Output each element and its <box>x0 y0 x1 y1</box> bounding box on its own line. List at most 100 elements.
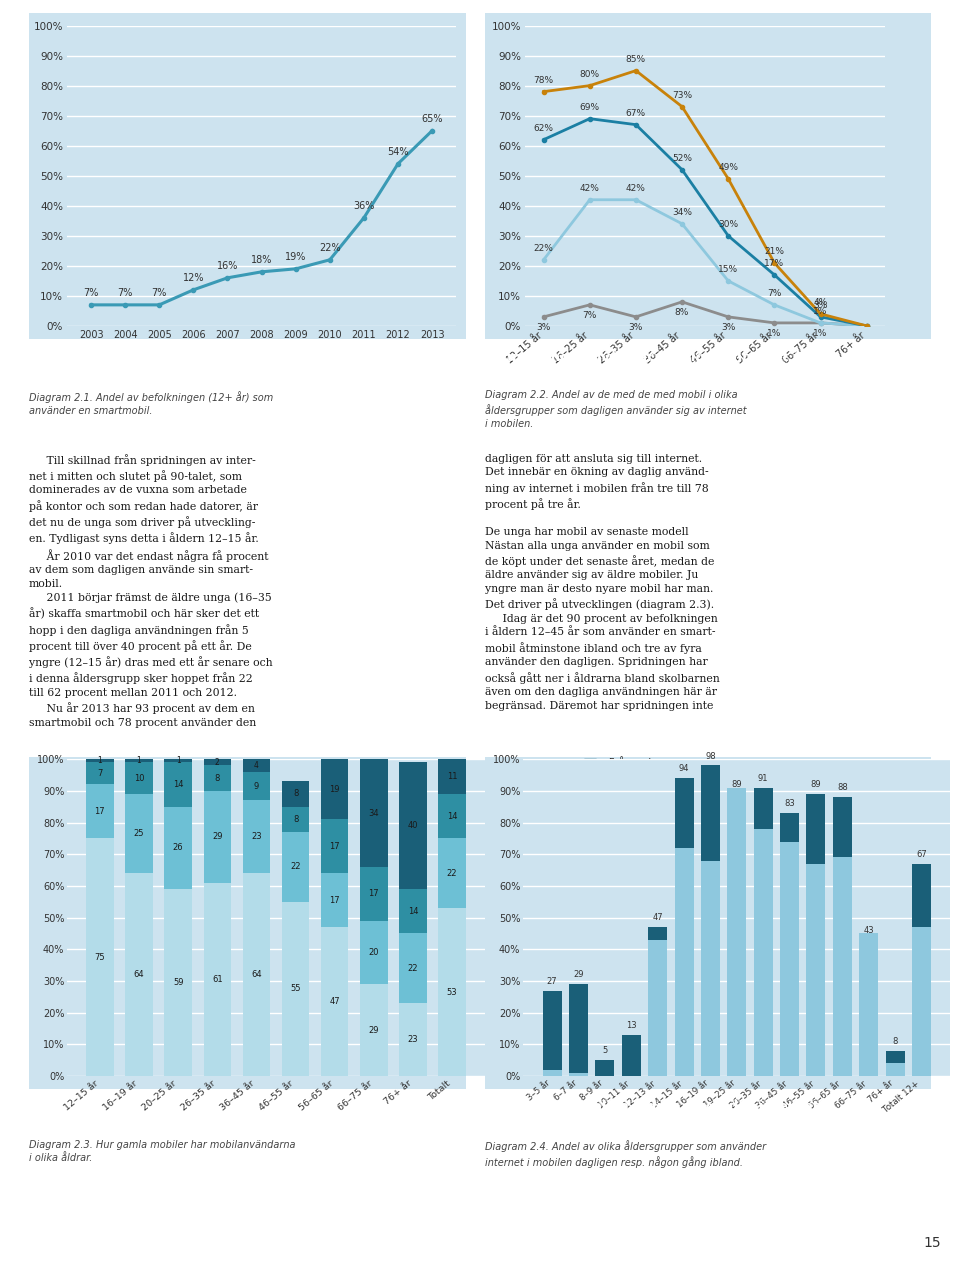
Text: 22%: 22% <box>319 243 341 253</box>
2013 <box>584 78 595 93</box>
Bar <box>360 920 388 984</box>
Text: 80%: 80% <box>580 70 600 79</box>
Bar <box>126 873 153 1076</box>
Bar <box>321 759 348 819</box>
Text: 98: 98 <box>705 751 716 760</box>
2013 <box>538 84 549 100</box>
2010 <box>861 318 873 334</box>
Line: 2012: 2012 <box>541 116 869 328</box>
Text: 64: 64 <box>133 970 144 979</box>
Bar <box>321 819 348 873</box>
Text: 74: 74 <box>784 955 795 964</box>
Bar <box>595 1061 614 1076</box>
Text: dagligen för att ansluta sig till internet.
Det innebär en ökning av daglig anvä: dagligen för att ansluta sig till intern… <box>485 454 720 711</box>
Bar <box>569 1074 588 1076</box>
Text: 78%: 78% <box>534 75 554 84</box>
2010 <box>769 316 780 331</box>
Text: 47: 47 <box>329 997 340 1006</box>
Text: 72: 72 <box>679 957 689 966</box>
Text: 67: 67 <box>916 850 926 859</box>
Text: 83: 83 <box>784 799 795 808</box>
Text: 17: 17 <box>329 896 340 905</box>
Text: 91: 91 <box>732 928 742 937</box>
Bar <box>204 883 231 1076</box>
Line: 2013: 2013 <box>541 69 869 328</box>
Bar <box>399 889 426 933</box>
Bar <box>780 813 799 1076</box>
Bar <box>439 909 466 1076</box>
Bar <box>321 927 348 1076</box>
2011 <box>538 252 549 267</box>
Text: 25: 25 <box>133 829 144 838</box>
Bar <box>360 984 388 1076</box>
Text: 23: 23 <box>408 1035 419 1044</box>
Bar <box>126 794 153 873</box>
2011 <box>723 273 734 289</box>
Bar <box>321 873 348 927</box>
Text: 15: 15 <box>924 1236 941 1250</box>
2012 <box>769 267 780 282</box>
Text: 13: 13 <box>626 1021 636 1030</box>
Bar <box>282 806 309 832</box>
Bar <box>701 766 720 1076</box>
Text: 78: 78 <box>757 948 769 957</box>
Text: 22: 22 <box>408 964 419 973</box>
Text: 10: 10 <box>133 773 144 782</box>
Text: 29: 29 <box>369 1026 379 1035</box>
2011 <box>815 316 827 331</box>
Bar <box>164 806 192 889</box>
Bar <box>399 933 426 1003</box>
2011 <box>584 192 595 207</box>
Bar <box>439 759 466 794</box>
Text: 45: 45 <box>863 1001 874 1010</box>
Text: 8: 8 <box>293 790 299 799</box>
Text: 22%: 22% <box>534 244 554 253</box>
Bar <box>360 866 388 920</box>
Bar <box>806 794 826 1076</box>
Bar <box>833 858 852 1076</box>
Bar <box>360 759 388 866</box>
Text: 61: 61 <box>212 975 223 984</box>
Text: 3%: 3% <box>813 300 828 311</box>
Text: 94: 94 <box>679 764 689 773</box>
Text: 17%: 17% <box>764 259 784 268</box>
Text: 59: 59 <box>173 978 183 987</box>
Text: 67%: 67% <box>626 109 646 118</box>
Text: 14: 14 <box>446 812 457 820</box>
2012 <box>815 309 827 325</box>
Text: 17: 17 <box>369 889 379 898</box>
Bar <box>86 762 113 785</box>
2011 <box>769 298 780 313</box>
Bar <box>728 787 746 1076</box>
Bar <box>439 794 466 838</box>
Text: 7%: 7% <box>767 289 781 298</box>
Text: 21%: 21% <box>764 247 784 256</box>
Bar <box>126 762 153 794</box>
Text: 20: 20 <box>369 948 379 957</box>
2012 <box>584 111 595 127</box>
2012 <box>676 162 687 178</box>
Text: 52%: 52% <box>672 153 692 162</box>
Text: 3%: 3% <box>629 323 643 332</box>
Text: 42%: 42% <box>580 184 600 193</box>
Text: 7%: 7% <box>117 288 132 298</box>
2010 <box>584 298 595 313</box>
Bar <box>164 762 192 806</box>
Bar <box>754 829 773 1076</box>
Bar <box>399 1003 426 1076</box>
Legend: >5 år sedan, 3–4 år sedan, 2 år sedan, Senaste året: >5 år sedan, 3–4 år sedan, 2 år sedan, S… <box>584 758 667 814</box>
Bar <box>859 933 878 1076</box>
Bar <box>912 864 931 1076</box>
Text: 34%: 34% <box>672 208 692 217</box>
Text: 67: 67 <box>810 965 822 974</box>
Bar <box>648 927 667 1076</box>
Text: Hur många i olika åldrar använder internet
i mobilen dagligen eller någon gång?: Hur många i olika åldrar använder intern… <box>496 1098 819 1131</box>
Text: 1%: 1% <box>813 307 828 316</box>
Text: 1: 1 <box>176 757 180 766</box>
2012 <box>723 227 734 243</box>
Text: 69: 69 <box>837 962 848 971</box>
Text: 11: 11 <box>446 772 457 781</box>
Text: 68: 68 <box>705 964 716 973</box>
Text: 15%: 15% <box>718 265 738 273</box>
2010 <box>723 309 734 325</box>
